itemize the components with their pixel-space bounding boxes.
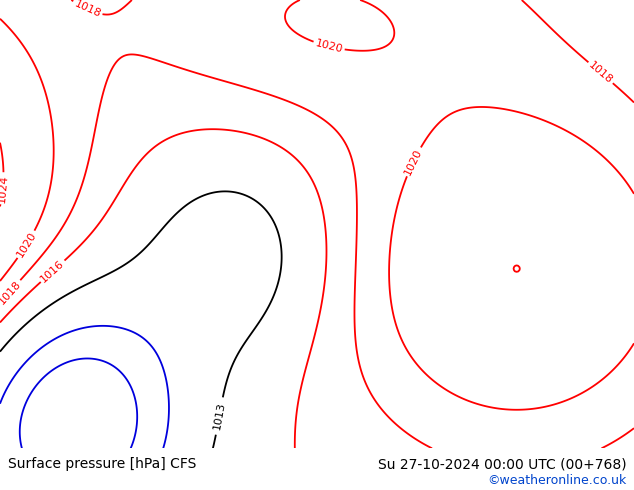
Text: Surface pressure [hPa] CFS: Surface pressure [hPa] CFS [8,457,196,471]
Text: 1018: 1018 [586,60,614,86]
Text: ©weatheronline.co.uk: ©weatheronline.co.uk [487,474,626,487]
Text: 1013: 1013 [212,401,227,431]
Text: Su 27-10-2024 00:00 UTC (00+768): Su 27-10-2024 00:00 UTC (00+768) [378,457,626,471]
Text: 1020: 1020 [314,38,344,54]
Text: 1016: 1016 [39,258,67,284]
Text: 1018: 1018 [72,0,102,19]
Text: 1018: 1018 [0,278,23,306]
Text: 1020: 1020 [403,147,424,176]
Text: 1020: 1020 [15,230,38,259]
Text: 1024: 1024 [0,174,9,203]
